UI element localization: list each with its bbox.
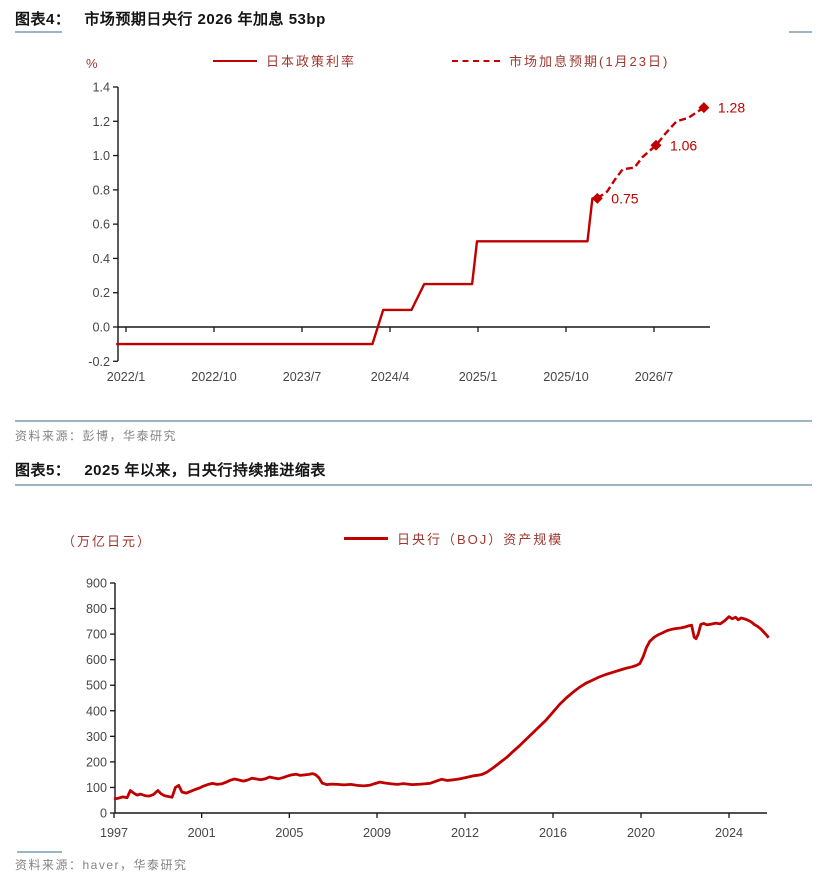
svg-text:1.28: 1.28 — [718, 100, 745, 116]
bottom-source-rule — [17, 851, 62, 853]
svg-text:2022/10: 2022/10 — [191, 370, 237, 384]
svg-text:2025/1: 2025/1 — [459, 370, 498, 384]
figure4-legend-hike-expectation: 市场加息预期(1月23日) — [452, 51, 669, 70]
figure5-title: 2025 年以来，日央行持续推进缩表 — [84, 462, 326, 479]
svg-text:0.6: 0.6 — [92, 218, 110, 232]
figure4-title: 市场预期日央行 2026 年加息 53bp — [84, 11, 326, 28]
markers-and-data-labels: 0.75 1.06 1.28 — [591, 100, 745, 206]
figure5-header: 图表5： 2025 年以来，日央行持续推进缩表 — [15, 459, 326, 480]
divider-below-figure5-title — [15, 484, 812, 486]
svg-text:1997: 1997 — [100, 826, 128, 840]
svg-text:2020: 2020 — [627, 826, 655, 840]
svg-text:600: 600 — [86, 653, 107, 667]
svg-text:0.2: 0.2 — [92, 286, 110, 300]
figure4-source: 资料来源：彭博，华泰研究 — [15, 429, 178, 443]
divider-above-figure4-source — [15, 420, 812, 422]
svg-text:500: 500 — [86, 679, 107, 693]
figure5-unit-label: （万亿日元） — [62, 534, 153, 549]
svg-text:2001: 2001 — [188, 826, 216, 840]
svg-text:900: 900 — [86, 577, 107, 591]
svg-text:0.75: 0.75 — [611, 190, 638, 206]
figure4-label: 图表4： — [15, 11, 71, 28]
figure4-legend-policy-rate: 日本政策利率 — [213, 51, 356, 70]
boj-balance-sheet-chart: 900 800 700 600 500 400 300 200 100 0 1997 2001 2005… — [86, 577, 770, 840]
svg-text:2024: 2024 — [715, 826, 743, 840]
svg-text:1.2: 1.2 — [92, 115, 110, 129]
svg-text:0.8: 0.8 — [92, 183, 110, 197]
svg-text:2005: 2005 — [275, 826, 303, 840]
legend-label: 市场加息预期(1月23日) — [509, 54, 670, 69]
solid-line-swatch — [344, 537, 388, 540]
legend-label: 日央行（BOJ）资产规模 — [397, 532, 564, 547]
svg-text:2023/7: 2023/7 — [283, 370, 322, 384]
svg-text:1.0: 1.0 — [92, 149, 110, 163]
top-right-rule — [789, 31, 812, 33]
solid-line-swatch — [213, 59, 257, 62]
svg-text:0.0: 0.0 — [92, 321, 110, 335]
svg-text:-0.2: -0.2 — [88, 355, 110, 369]
figure4-unit-label: % — [86, 56, 100, 71]
svg-text:2009: 2009 — [363, 826, 391, 840]
figure5-source: 资料来源：haver，华泰研究 — [15, 858, 188, 872]
svg-text:400: 400 — [86, 704, 107, 718]
svg-text:700: 700 — [86, 628, 107, 642]
series — [116, 106, 705, 346]
svg-text:2012: 2012 — [451, 826, 479, 840]
svg-text:800: 800 — [86, 602, 107, 616]
svg-text:0: 0 — [100, 807, 107, 821]
dashed-line-swatch — [452, 59, 500, 62]
axes: 900 800 700 600 500 400 300 200 100 0 1997 2001 2005… — [86, 577, 767, 840]
svg-text:2016: 2016 — [539, 826, 567, 840]
figure5-label: 图表5： — [15, 462, 71, 479]
svg-text:300: 300 — [86, 730, 107, 744]
series — [113, 615, 770, 801]
svg-text:2022/1: 2022/1 — [107, 370, 146, 384]
figure4-header: 图表4： 市场预期日央行 2026 年加息 53bp — [15, 8, 326, 29]
svg-text:2024/4: 2024/4 — [371, 370, 410, 384]
svg-text:2026/7: 2026/7 — [635, 370, 674, 384]
figure5-legend-boj-assets: 日央行（BOJ）资产规模 — [344, 529, 563, 548]
figure4-label-underline — [15, 31, 62, 33]
svg-text:2025/10: 2025/10 — [543, 370, 589, 384]
svg-text:0.4: 0.4 — [92, 252, 110, 266]
svg-text:1.4: 1.4 — [92, 80, 110, 94]
svg-text:100: 100 — [86, 781, 107, 795]
svg-text:200: 200 — [86, 755, 107, 769]
legend-label: 日本政策利率 — [266, 54, 357, 69]
svg-text:1.06: 1.06 — [670, 137, 697, 153]
